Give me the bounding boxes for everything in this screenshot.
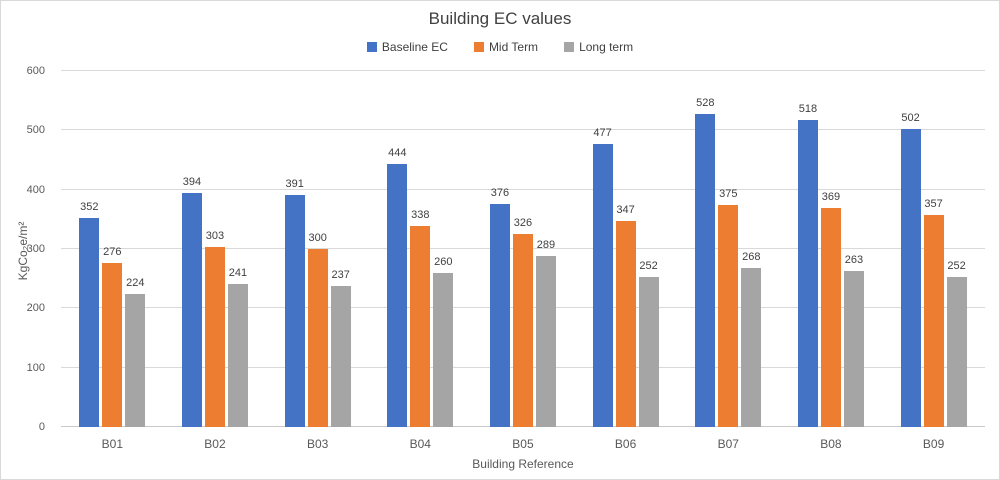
bar-group-B09: 502 357 252 B09 bbox=[900, 71, 967, 451]
bar-value-label: 241 bbox=[228, 267, 248, 280]
gridline bbox=[61, 188, 985, 190]
y-tick-label: 600 bbox=[26, 65, 45, 77]
legend-item-1: Mid Term bbox=[473, 40, 539, 54]
bar: 260 bbox=[433, 256, 454, 427]
bar-value-label: 303 bbox=[205, 230, 225, 243]
bar: 252 bbox=[638, 260, 659, 427]
bar-value-label: 375 bbox=[719, 187, 738, 200]
bar: 289 bbox=[535, 239, 556, 427]
bar-value-label: 268 bbox=[742, 251, 761, 263]
bar: 252 bbox=[946, 260, 967, 427]
bar: 303 bbox=[204, 230, 225, 427]
bar-value-label: 357 bbox=[924, 198, 943, 211]
legend-label: Mid Term bbox=[488, 40, 539, 54]
bar-value-label: 326 bbox=[513, 216, 533, 229]
bar: 391 bbox=[284, 178, 305, 427]
bar-value-label: 338 bbox=[411, 209, 430, 222]
bar-value-label: 528 bbox=[696, 96, 715, 109]
y-tick-label: 400 bbox=[26, 183, 45, 196]
bar: 357 bbox=[923, 198, 944, 427]
bar-group-B04: 444 338 260 B04 bbox=[387, 71, 454, 451]
gridline bbox=[61, 129, 985, 131]
bar-value-label: 376 bbox=[490, 186, 510, 199]
y-axis-ticks: 0 100 200 300 400 500 600 bbox=[1, 65, 53, 433]
bar-value-label: 252 bbox=[639, 260, 658, 273]
bar-value-label: 394 bbox=[182, 176, 202, 189]
legend-label: Baseline EC bbox=[381, 40, 448, 54]
x-tick-label: B09 bbox=[922, 437, 945, 451]
bar-value-label: 444 bbox=[388, 146, 407, 159]
bar: 477 bbox=[592, 127, 613, 427]
bar-group-B05: 376 326 289 B05 bbox=[489, 71, 556, 451]
legend-item-2: Long term bbox=[564, 40, 633, 54]
bar-groups: 352 276 224 B01 394 303 241 B02 391 300 237 B03 444 3… bbox=[61, 71, 985, 451]
bar: 375 bbox=[718, 188, 739, 427]
bar: 528 bbox=[695, 97, 716, 427]
bar: 326 bbox=[512, 217, 533, 427]
bar-value-label: 237 bbox=[331, 269, 350, 282]
bar-value-label: 477 bbox=[593, 126, 612, 139]
bar: 518 bbox=[797, 103, 818, 427]
bar-value-label: 347 bbox=[616, 204, 635, 217]
x-tick-label: B01 bbox=[101, 437, 124, 451]
x-axis-title: Building Reference bbox=[472, 457, 574, 471]
bar-group-B07: 528 375 268 B07 bbox=[695, 71, 762, 451]
bar: 376 bbox=[489, 187, 510, 427]
bar: 502 bbox=[900, 112, 921, 427]
bar: 241 bbox=[227, 267, 248, 427]
bar: 268 bbox=[741, 251, 762, 427]
legend: Baseline EC Mid Term Long term bbox=[1, 40, 999, 54]
bar-value-label: 352 bbox=[80, 201, 99, 214]
bar-value-label: 224 bbox=[126, 277, 145, 290]
x-tick-label: B03 bbox=[306, 437, 329, 451]
bar-group-B08: 518 369 263 B08 bbox=[797, 71, 864, 451]
bar-value-label: 252 bbox=[947, 260, 966, 273]
bar-value-label: 263 bbox=[844, 253, 864, 266]
bar-value-label: 518 bbox=[798, 102, 818, 115]
y-tick-label: 0 bbox=[38, 421, 45, 433]
bar: 276 bbox=[102, 246, 123, 427]
legend-swatch-icon bbox=[564, 42, 575, 52]
legend-item-0: Baseline EC bbox=[366, 40, 448, 54]
y-tick-label: 100 bbox=[26, 361, 45, 374]
bar-value-label: 369 bbox=[821, 191, 841, 204]
bar-value-label: 289 bbox=[536, 238, 556, 251]
bar-group-B02: 394 303 241 B02 bbox=[181, 71, 248, 451]
y-tick-label: 500 bbox=[26, 124, 45, 137]
x-tick-label: B02 bbox=[204, 437, 226, 451]
plot-area: 352 276 224 B01 394 303 241 B02 391 300 237 B03 444 3… bbox=[61, 70, 985, 451]
bar: 338 bbox=[410, 209, 431, 427]
gridline bbox=[61, 70, 985, 71]
bar: 394 bbox=[181, 176, 202, 427]
y-tick-label: 300 bbox=[26, 243, 45, 255]
bar-group-B06: 477 347 252 B06 bbox=[592, 71, 659, 451]
bar: 369 bbox=[820, 191, 841, 427]
bar: 444 bbox=[387, 147, 408, 427]
bar-value-label: 300 bbox=[308, 232, 327, 244]
bar: 347 bbox=[615, 204, 636, 427]
bar-value-label: 391 bbox=[285, 178, 304, 191]
chart-title: Building EC values bbox=[428, 9, 572, 28]
bar-value-label: 502 bbox=[901, 112, 920, 125]
x-tick-label: B06 bbox=[614, 437, 637, 451]
x-tick-label: B07 bbox=[717, 437, 739, 451]
bar: 300 bbox=[307, 232, 328, 427]
bar-value-label: 260 bbox=[434, 255, 453, 268]
bar-value-label: 276 bbox=[103, 246, 122, 259]
bar-group-B01: 352 276 224 B01 bbox=[79, 71, 146, 451]
bar: 352 bbox=[79, 201, 100, 427]
bar: 263 bbox=[843, 254, 864, 427]
y-tick-label: 200 bbox=[26, 302, 45, 315]
bar: 224 bbox=[125, 277, 146, 427]
legend-label: Long term bbox=[579, 40, 634, 54]
legend-swatch-icon bbox=[473, 42, 484, 52]
x-tick-label: B05 bbox=[512, 437, 534, 451]
bar-group-B03: 391 300 237 B03 bbox=[284, 71, 351, 451]
legend-swatch-icon bbox=[366, 42, 377, 52]
x-tick-label: B08 bbox=[820, 437, 842, 451]
x-tick-label: B04 bbox=[409, 437, 431, 451]
bar: 237 bbox=[330, 269, 351, 427]
